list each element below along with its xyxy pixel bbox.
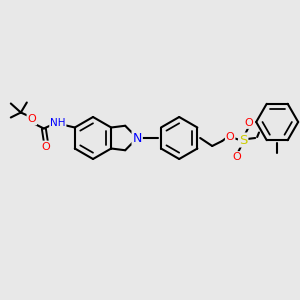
Text: O: O (226, 132, 235, 142)
Text: O: O (233, 152, 242, 162)
Text: N: N (133, 131, 142, 145)
Text: O: O (41, 142, 50, 152)
Text: O: O (245, 118, 254, 128)
Text: O: O (27, 115, 36, 124)
Text: NH: NH (50, 118, 66, 128)
Text: S: S (239, 134, 248, 146)
